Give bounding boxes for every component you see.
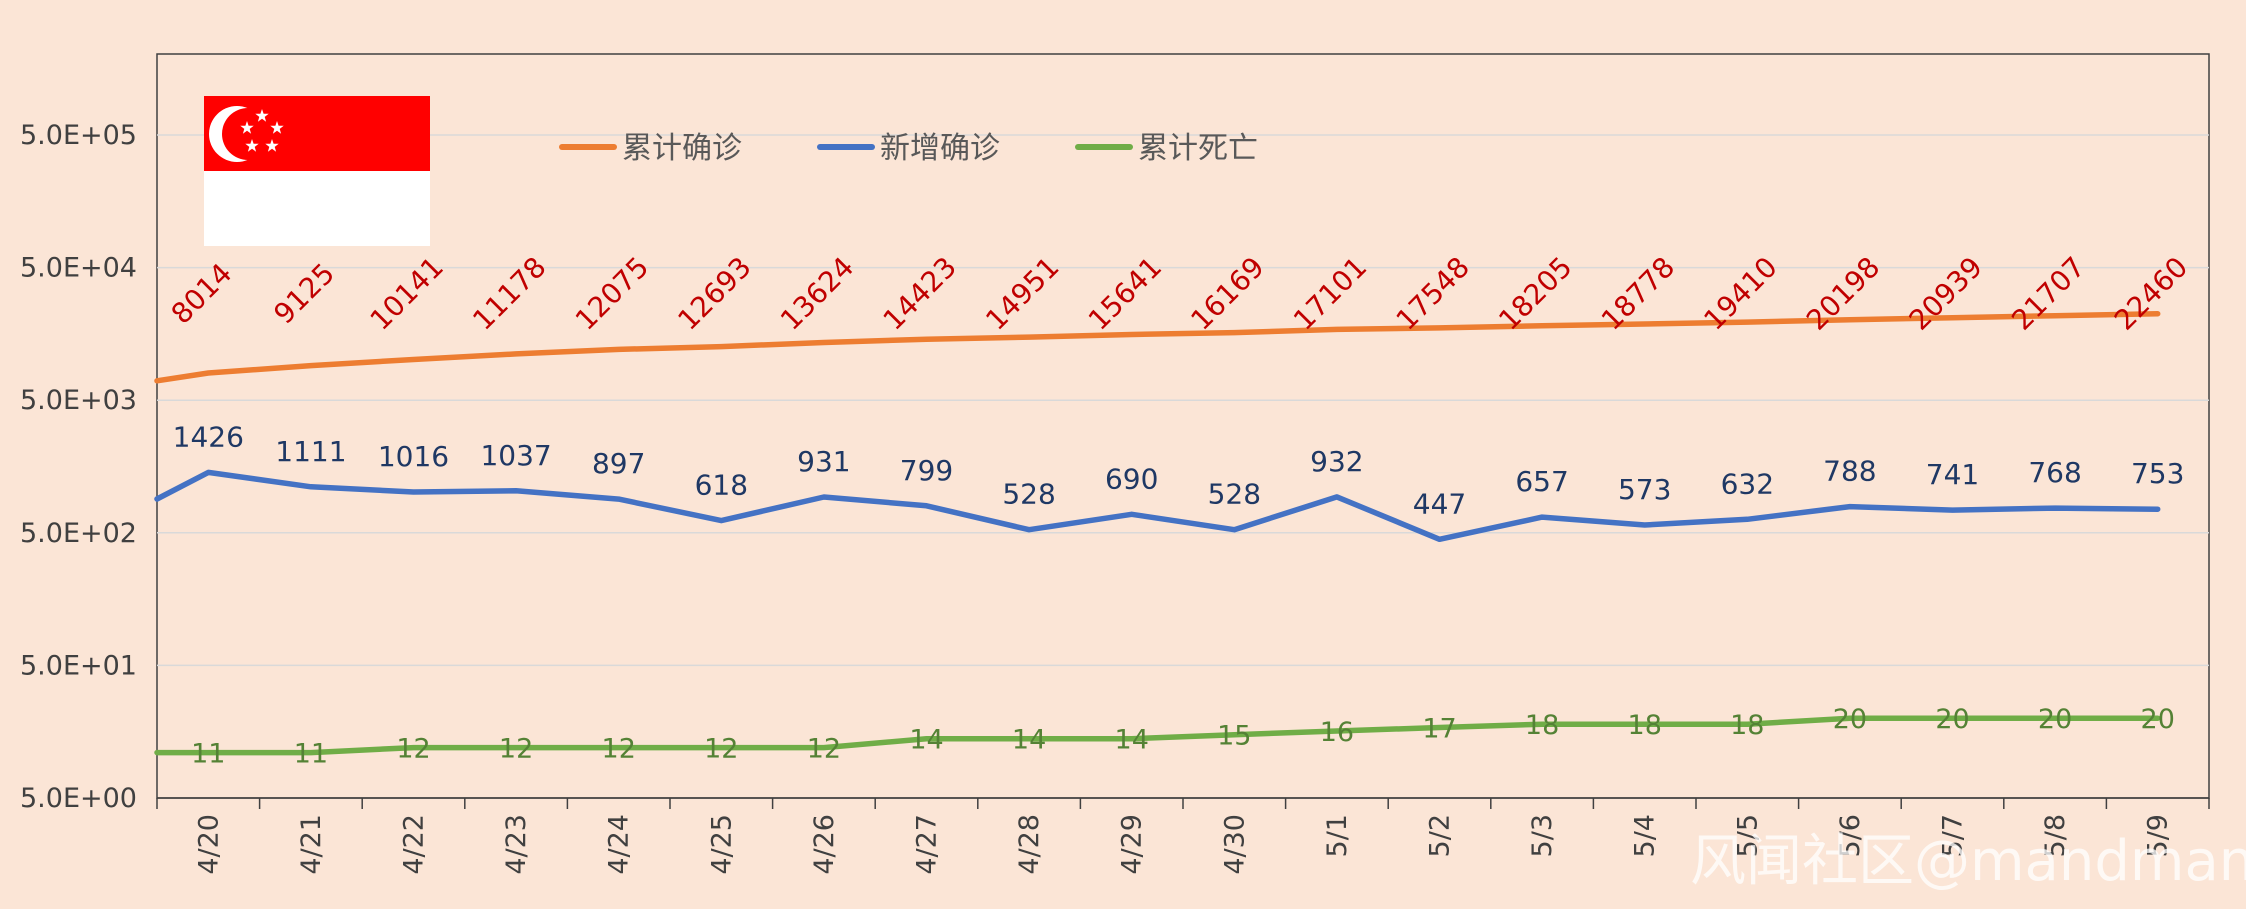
data-label-new-confirmed: 931: [797, 445, 850, 478]
legend-label: 累计死亡: [1138, 131, 1258, 166]
data-label-new-confirmed: 632: [1721, 467, 1774, 500]
flag-star: [240, 121, 254, 134]
flag-white-band: [204, 171, 430, 246]
data-label-new-confirmed: 1111: [275, 435, 346, 468]
x-tick-label: 5/4: [1630, 814, 1661, 857]
data-label-total-deaths: 18: [1525, 710, 1559, 741]
data-label-total-deaths: 12: [499, 734, 533, 765]
data-label-total-deaths: 20: [1833, 704, 1867, 735]
x-tick-label: 4/23: [501, 814, 532, 875]
legend-item-total-confirmed: 累计确诊: [559, 131, 742, 166]
data-label-new-confirmed: 528: [1208, 478, 1261, 511]
legend-label: 累计确诊: [622, 131, 742, 166]
flag-stars: [240, 109, 284, 152]
x-tick-label: 4/20: [193, 814, 224, 875]
x-tick-label: 5/1: [1322, 814, 1353, 857]
x-tick-label: 4/27: [912, 814, 943, 875]
data-label-total-deaths: 11: [294, 739, 328, 770]
data-label-total-deaths: 18: [1730, 710, 1764, 741]
y-tick-label: 5.0E+03: [20, 385, 137, 416]
x-tick-label: 5/6: [1835, 814, 1866, 857]
series-lines: [154, 310, 2161, 756]
data-label-total-deaths: 12: [396, 734, 430, 765]
legend-label: 新增确诊: [880, 131, 1000, 166]
data-label-new-confirmed: 932: [1310, 445, 1363, 478]
x-tick-label: 4/30: [1219, 814, 1250, 875]
data-label-new-confirmed: 447: [1413, 487, 1466, 520]
data-label-total-deaths: 18: [1628, 710, 1662, 741]
x-tick-label: 4/22: [399, 814, 430, 875]
y-tick-label: 5.0E+00: [20, 783, 137, 814]
gridlines: [157, 134, 2209, 667]
data-label-total-deaths: 17: [1422, 714, 1456, 745]
y-tick-label: 5.0E+01: [20, 650, 137, 681]
data-label-new-confirmed: 799: [900, 454, 953, 487]
data-label-new-confirmed: 573: [1618, 473, 1671, 506]
singapore-flag: [204, 96, 430, 246]
x-tick-label: 4/29: [1117, 814, 1148, 875]
data-label-total-deaths: 15: [1217, 721, 1251, 752]
data-label-total-deaths: 14: [909, 725, 943, 756]
series-line-new-confirmed: [154, 469, 2161, 543]
data-label-new-confirmed: 657: [1515, 465, 1568, 498]
data-label-total-deaths: 14: [1115, 725, 1149, 756]
x-tick-label: 4/24: [604, 814, 635, 875]
x-axis: 4/20 4/21 4/22 4/23 4/24 4/25 4/26 4/27 4/28 4/29…: [156, 797, 2210, 875]
y-tick-label: 5.0E+02: [20, 518, 137, 549]
y-axis-ticks: 5.0E+00 5.0E+01 5.0E+02 5.0E+03 5.0E+04 5.0E+…: [20, 120, 137, 814]
x-tick-label: 4/21: [296, 814, 327, 875]
data-label-total-deaths: 12: [807, 734, 841, 765]
x-tick-label: 5/5: [1732, 814, 1763, 857]
data-label-total-deaths: 20: [1935, 704, 1969, 735]
flag-star: [255, 109, 269, 122]
flag-star: [270, 121, 284, 134]
x-tick-label: 4/26: [809, 814, 840, 875]
flag-crescent-inner: [222, 108, 274, 160]
data-label-new-confirmed: 788: [1823, 455, 1876, 488]
data-label-total-deaths: 20: [2038, 704, 2072, 735]
x-tick-label: 5/2: [1425, 814, 1456, 857]
y-tick-label: 5.0E+04: [20, 253, 137, 284]
data-label-new-confirmed: 1037: [480, 439, 551, 472]
data-label-new-confirmed: 528: [1002, 478, 1055, 511]
data-label-new-confirmed: 1016: [378, 440, 449, 473]
data-label-total-deaths: 12: [704, 734, 738, 765]
data-label-new-confirmed: 741: [1926, 458, 1979, 491]
data-label-new-confirmed: 618: [695, 469, 748, 502]
data-label-new-confirmed: 897: [592, 447, 645, 480]
x-tick-label: 5/9: [2143, 814, 2174, 857]
legend-item-new-confirmed: 新增确诊: [817, 131, 1000, 166]
legend: 累计确诊 新增确诊 累计死亡: [559, 131, 1258, 166]
series-line-total-deaths: [154, 715, 2161, 756]
data-label-new-confirmed: 753: [2131, 457, 2184, 490]
series-line-total-confirmed: [154, 310, 2161, 384]
data-label-total-deaths: 14: [1012, 725, 1046, 756]
data-label-total-deaths: 11: [191, 739, 225, 770]
data-label-new-confirmed: 1426: [173, 420, 244, 453]
legend-item-total-deaths: 累计死亡: [1075, 131, 1258, 166]
x-tick-label: 5/3: [1527, 814, 1558, 857]
data-label-total-deaths: 20: [2141, 704, 2175, 735]
x-tick-label: 5/7: [1938, 814, 1969, 857]
flag-star: [265, 139, 279, 152]
data-label-new-confirmed: 768: [2028, 456, 2081, 489]
data-label-new-confirmed: 690: [1105, 462, 1158, 495]
data-label-total-deaths: 12: [602, 734, 636, 765]
watermark: 风闻社区@mandman: [1690, 829, 2246, 894]
data-label-total-deaths: 16: [1320, 717, 1354, 748]
x-tick-label: 5/8: [2040, 814, 2071, 857]
y-tick-label: 5.0E+05: [20, 120, 137, 151]
plot-area: [156, 53, 2210, 799]
x-tick-label: 4/25: [706, 814, 737, 875]
flag-star: [245, 139, 259, 152]
x-tick-label: 4/28: [1014, 814, 1045, 875]
